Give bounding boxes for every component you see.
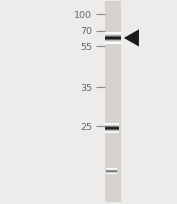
Bar	[105, 38, 121, 39]
Bar	[105, 36, 121, 37]
Text: 55: 55	[80, 42, 92, 51]
Bar	[105, 37, 121, 38]
Bar	[105, 123, 119, 124]
Bar	[105, 35, 121, 36]
Bar	[105, 39, 121, 40]
Bar	[105, 130, 119, 131]
Bar	[105, 125, 119, 126]
Text: 70: 70	[80, 27, 92, 36]
Bar	[105, 33, 121, 34]
Bar	[105, 127, 119, 128]
Bar	[105, 132, 119, 133]
Text: 100: 100	[74, 11, 92, 20]
Polygon shape	[124, 30, 139, 47]
Bar	[105, 126, 119, 127]
Bar	[105, 40, 121, 41]
Bar	[105, 43, 121, 44]
Bar	[105, 129, 119, 130]
Text: 35: 35	[80, 83, 92, 92]
Bar	[105, 131, 119, 132]
Text: 25: 25	[80, 122, 92, 131]
Bar	[105, 42, 121, 43]
Bar	[105, 124, 119, 125]
Bar	[105, 41, 121, 42]
Bar	[105, 2, 121, 202]
Bar	[105, 128, 119, 129]
Bar	[105, 133, 119, 134]
Bar	[105, 34, 121, 35]
